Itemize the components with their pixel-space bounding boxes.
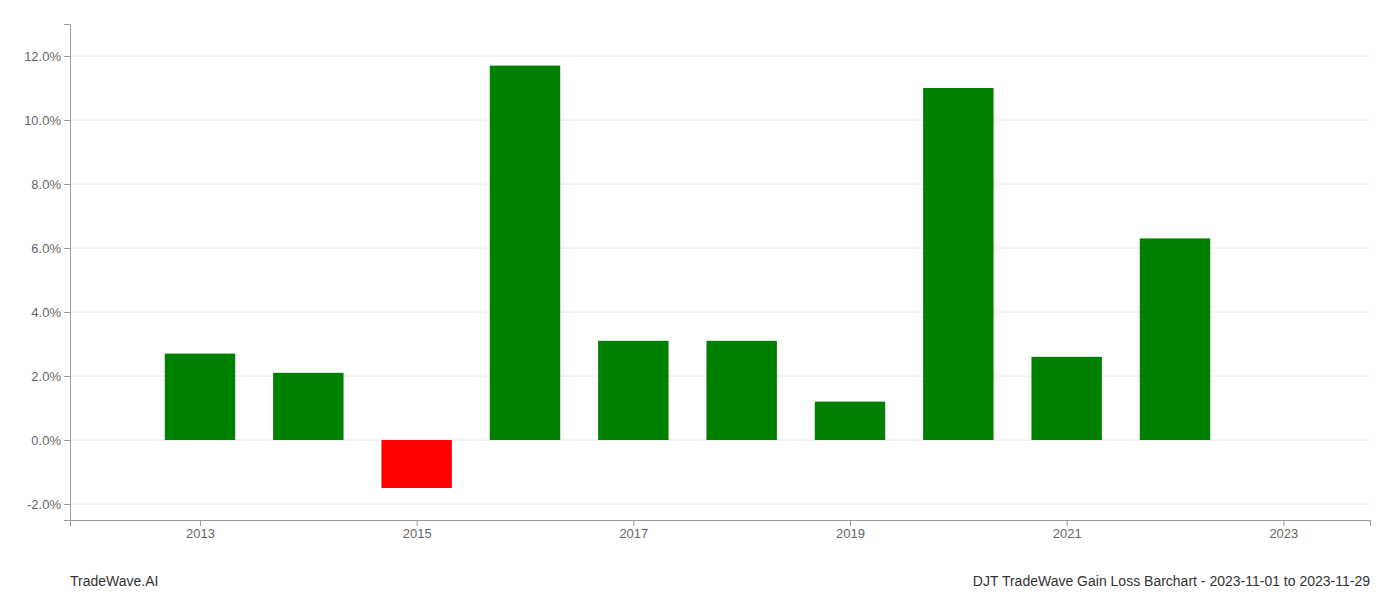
y-tick-label: 8.0% — [31, 177, 61, 192]
x-tick-mark — [1283, 520, 1284, 526]
y-tick-mark — [64, 312, 70, 313]
y-tick-label: 6.0% — [31, 241, 61, 256]
x-tick-mark — [200, 520, 201, 526]
bar — [165, 354, 235, 440]
y-tick: -2.0% — [27, 497, 70, 512]
bar — [923, 88, 993, 440]
x-tick: 2013 — [186, 520, 215, 541]
y-tick-mark — [64, 440, 70, 441]
x-tick-label: 2015 — [403, 526, 432, 541]
x-tick-label: 2019 — [836, 526, 865, 541]
grid-line — [70, 56, 1370, 57]
title: DJT TradeWave Gain Loss Barchart - 2023-… — [973, 573, 1370, 589]
x-tick-mark — [633, 520, 634, 526]
x-tick: 2023 — [1269, 520, 1298, 541]
y-tick-label: 2.0% — [31, 369, 61, 384]
x-tick-label: 2023 — [1269, 526, 1298, 541]
x-tick: 2015 — [403, 520, 432, 541]
y-axis: -2.0% 0.0% 2.0% 4.0% 6.0% 8.0% 10.0% 12.0% — [24, 25, 70, 521]
y-axis-line — [64, 25, 71, 521]
grid-line — [70, 184, 1370, 185]
bar — [1031, 357, 1101, 440]
y-tick: 12.0% — [24, 49, 70, 64]
y-tick: 0.0% — [31, 433, 70, 448]
y-tick-mark — [64, 376, 70, 377]
y-tick-label: 4.0% — [31, 305, 61, 320]
x-tick: 2017 — [619, 520, 648, 541]
x-tick-mark — [417, 520, 418, 526]
bar — [706, 341, 776, 440]
y-tick: 2.0% — [31, 369, 70, 384]
y-tick-mark — [64, 120, 70, 121]
x-tick-mark — [850, 520, 851, 526]
bar — [273, 373, 343, 440]
x-tick: 2021 — [1053, 520, 1082, 541]
y-tick: 10.0% — [24, 113, 70, 128]
y-tick: 8.0% — [31, 177, 70, 192]
x-tick-label: 2013 — [186, 526, 215, 541]
grid — [70, 56, 1370, 504]
y-tick-mark — [64, 504, 70, 505]
bars — [165, 66, 1210, 488]
grid-line — [70, 504, 1370, 505]
y-tick: 6.0% — [31, 241, 70, 256]
watermark: TradeWave.AI — [70, 573, 158, 589]
y-tick-mark — [64, 184, 70, 185]
y-tick-label: 10.0% — [24, 113, 61, 128]
plot-area: 2013 2015 2017 2019 2021 2023 -2.0% 0.0% 2.0% 4.0… — [24, 25, 1370, 542]
x-tick-label: 2017 — [619, 526, 648, 541]
y-tick-label: -2.0% — [27, 497, 61, 512]
x-axis: 2013 2015 2017 2019 2021 2023 — [71, 520, 1371, 541]
grid-line — [70, 120, 1370, 121]
x-tick: 2019 — [836, 520, 865, 541]
y-tick-label: 12.0% — [24, 49, 61, 64]
y-tick: 4.0% — [31, 305, 70, 320]
y-tick-mark — [64, 56, 70, 57]
x-tick-mark — [1067, 520, 1068, 526]
x-axis-line — [71, 521, 1371, 527]
bar — [490, 66, 560, 440]
y-tick-mark — [64, 248, 70, 249]
bar — [381, 440, 451, 488]
x-tick-label: 2021 — [1053, 526, 1082, 541]
chart: 2013 2015 2017 2019 2021 2023 -2.0% 0.0% 2.0% 4.0… — [0, 0, 1400, 600]
y-tick-label: 0.0% — [31, 433, 61, 448]
bar — [815, 402, 885, 440]
bar — [1140, 238, 1210, 440]
bar — [598, 341, 668, 440]
